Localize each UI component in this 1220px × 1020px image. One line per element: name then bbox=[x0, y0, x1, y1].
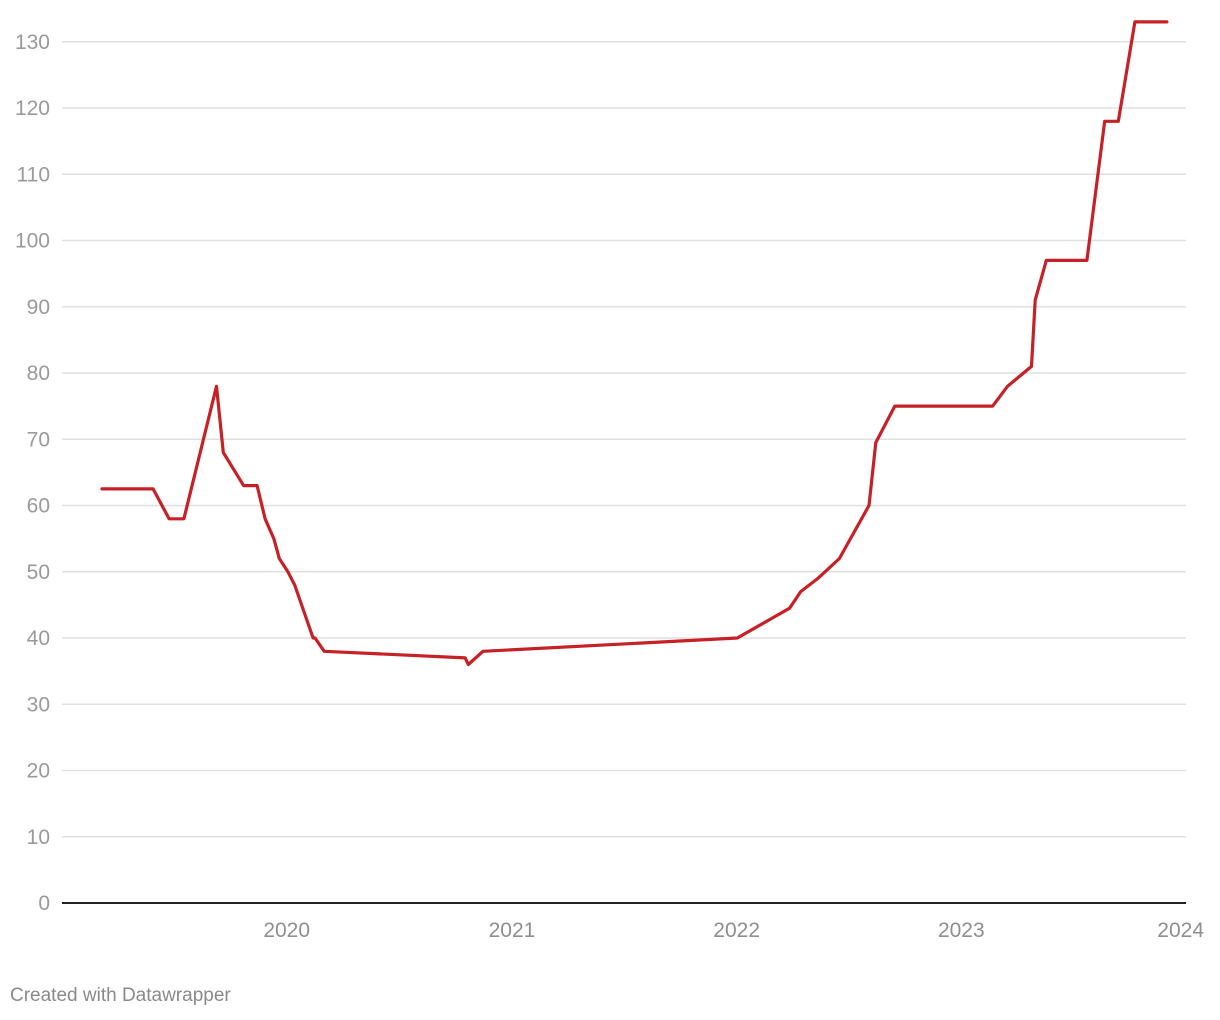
y-tick-label: 80 bbox=[27, 362, 50, 385]
y-tick-label: 70 bbox=[27, 428, 50, 451]
x-tick-label: 2022 bbox=[713, 919, 760, 942]
y-tick-label: 40 bbox=[27, 627, 50, 650]
x-tick-label: 2023 bbox=[938, 919, 985, 942]
x-axis-tick-labels: 2020 2021 2022 2023 2024 bbox=[263, 919, 1204, 942]
x-tick-label: 2024 bbox=[1157, 919, 1204, 942]
y-tick-label: 0 bbox=[38, 892, 50, 915]
gridlines bbox=[62, 41, 1186, 838]
y-tick-label: 30 bbox=[27, 693, 50, 716]
y-tick-label: 120 bbox=[15, 97, 50, 120]
y-tick-label: 10 bbox=[27, 826, 50, 849]
series-line-0 bbox=[100, 20, 1169, 667]
y-tick-label: 130 bbox=[15, 31, 50, 54]
x-tick-label: 2020 bbox=[263, 919, 310, 942]
series-layer bbox=[100, 20, 1169, 667]
y-tick-label: 110 bbox=[17, 163, 50, 186]
y-tick-label: 50 bbox=[27, 561, 50, 584]
y-tick-label: 20 bbox=[27, 760, 50, 783]
x-tick-label: 2021 bbox=[489, 919, 536, 942]
y-tick-label: 60 bbox=[27, 495, 50, 518]
credit-text: Created with Datawrapper bbox=[10, 985, 231, 1006]
y-axis-tick-labels: 0 10 20 30 40 50 60 70 80 90 100 110 120 130 bbox=[15, 31, 50, 915]
y-tick-label: 100 bbox=[15, 230, 50, 253]
y-tick-label: 90 bbox=[27, 296, 50, 319]
